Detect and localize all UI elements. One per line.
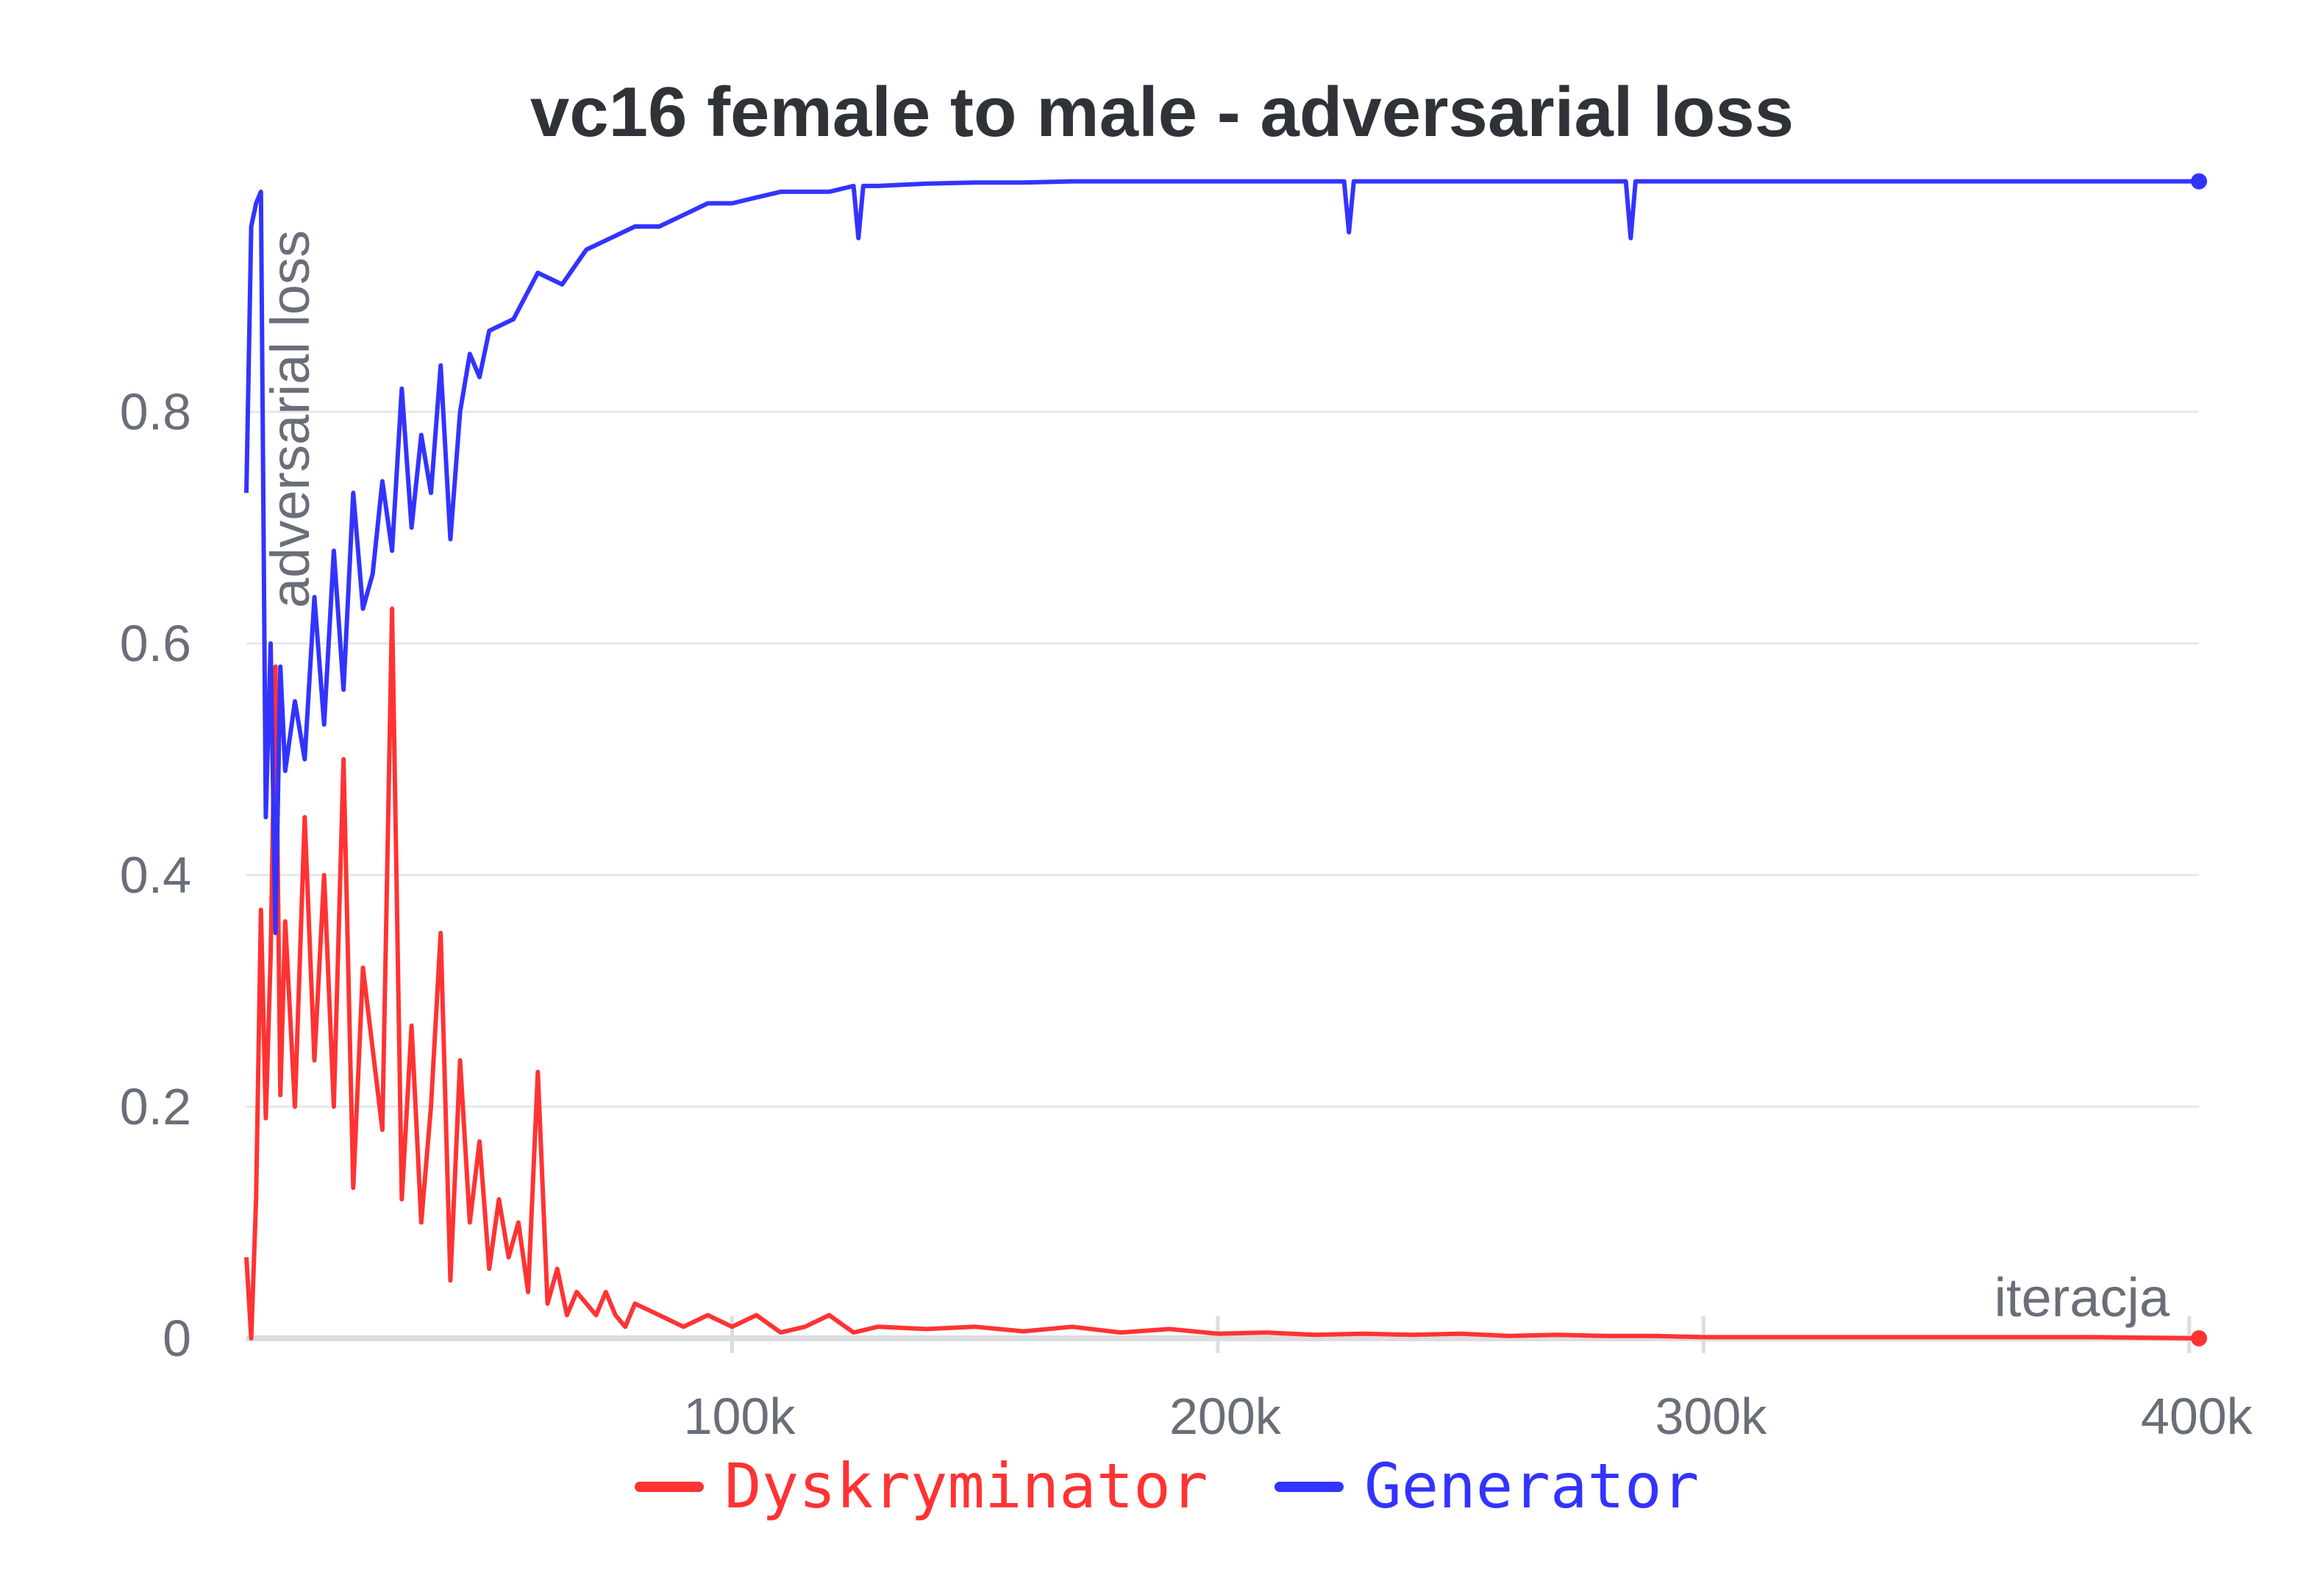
x-tick-label: 400k [2141, 1388, 2253, 1445]
x-tick-label: 300k [1655, 1388, 1767, 1445]
series-line-generator [244, 179, 2199, 935]
axes: 0 0.2 0.4 0.6 0.8 100k 200k 300k 400k [120, 383, 2253, 1445]
series-end-point-dyskryminator [2191, 1330, 2207, 1346]
legend-label: Dyskryminator [724, 1450, 1208, 1522]
y-tick-label: 0.4 [120, 846, 191, 904]
legend[interactable]: Dyskryminator Generator [635, 1450, 1699, 1522]
x-axis-label: iteracja [1994, 1267, 2170, 1328]
y-tick-label: 0.8 [120, 383, 191, 440]
x-tick-label: 100k [684, 1388, 796, 1445]
y-tick-label: 0 [163, 1310, 191, 1367]
y-axis-label: adversarial loss [260, 230, 321, 608]
series-end-point-generator [2191, 173, 2207, 190]
y-tick-label: 0.2 [120, 1078, 191, 1135]
series-line-dyskryminator [244, 606, 2200, 1341]
x-tick-label: 200k [1169, 1388, 1282, 1445]
legend-label: Generator [1364, 1450, 1699, 1522]
legend-item-generator[interactable]: Generator [1275, 1450, 1699, 1522]
series-lines [244, 173, 2207, 1346]
y-tick-label: 0.6 [120, 615, 191, 672]
legend-item-dyskryminator[interactable]: Dyskryminator [635, 1450, 1208, 1522]
chart-title: vc16 female to male - adversarial loss [530, 73, 1794, 151]
gridlines [246, 410, 2199, 1108]
